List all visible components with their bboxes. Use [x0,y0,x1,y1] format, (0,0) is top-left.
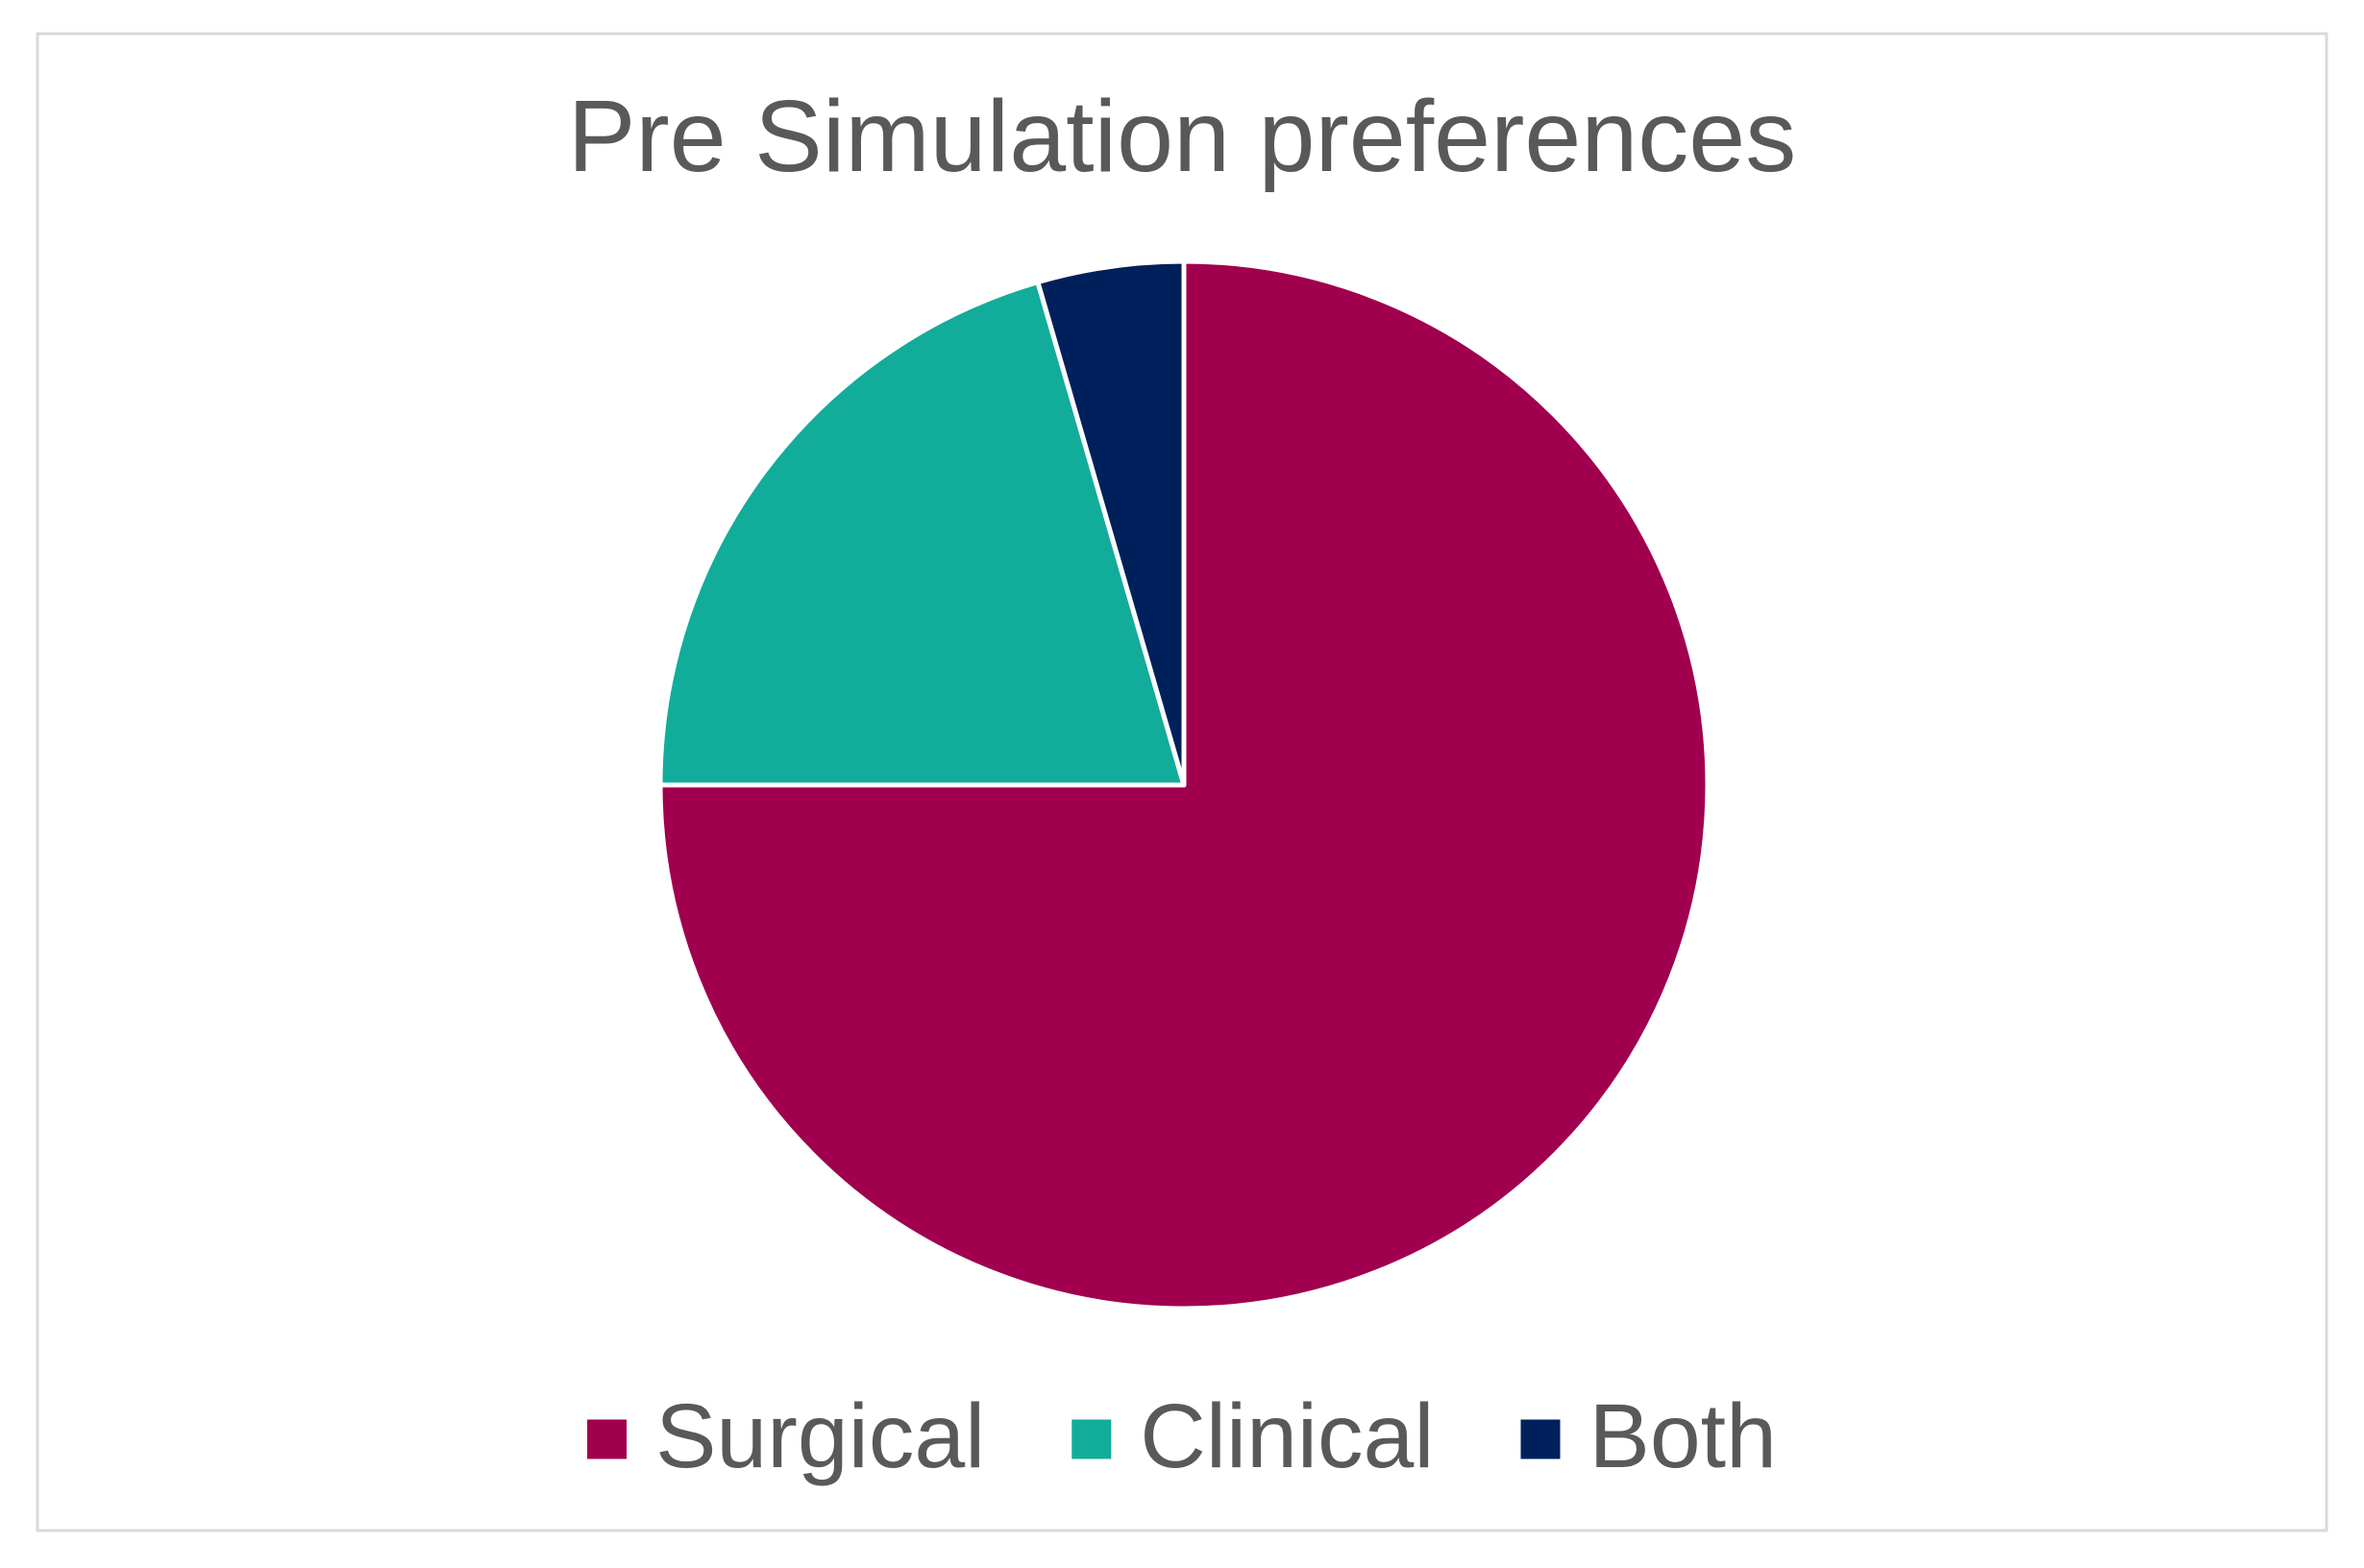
legend-label: Surgical [655,1385,985,1487]
legend-swatch [1071,1419,1112,1459]
pie [657,258,1711,1311]
legend-label: Both [1588,1385,1776,1487]
pie-slice [657,258,1711,1311]
pie-slice [657,280,1187,788]
legend-swatch [1520,1419,1561,1459]
legend: Surgical Clinical Both [587,1385,1777,1487]
legend-label: Clinical [1140,1385,1434,1487]
pie-slice [1035,258,1187,788]
chart-title: Pre Simulation preferences [568,80,1797,193]
legend-swatch [587,1419,628,1459]
